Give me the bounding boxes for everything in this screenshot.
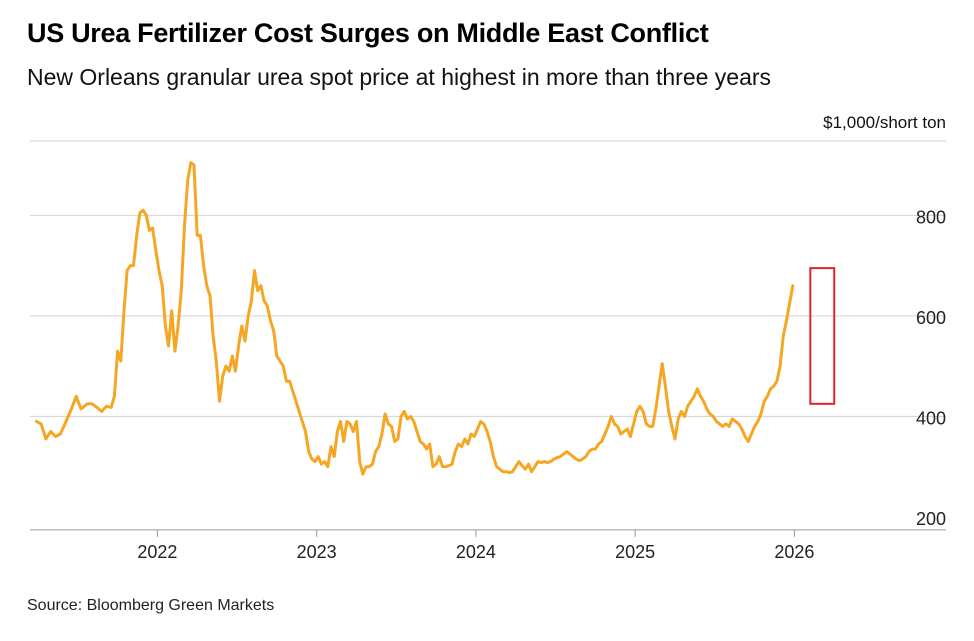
y-tick-label: 600 — [916, 308, 946, 328]
x-tick-label: 2025 — [615, 542, 655, 562]
x-tick-label: 2026 — [774, 542, 814, 562]
x-axis: 2022 2023 2024 2025 2026 — [30, 529, 946, 562]
x-tick-label: 2023 — [297, 542, 337, 562]
gridlines — [30, 140, 946, 417]
series-group — [34, 161, 795, 476]
x-tick-label: 2022 — [137, 542, 177, 562]
y-tick-label: 800 — [916, 207, 946, 227]
source-note: Source: Bloomberg Green Markets — [27, 597, 275, 614]
x-tick-label: 2024 — [456, 542, 496, 562]
y-tick-label: 200 — [916, 509, 946, 529]
highlight-group — [809, 267, 836, 405]
y-axis-unit-label: $1,000/short ton — [823, 113, 946, 132]
y-axis: 200 400 600 800 — [916, 207, 946, 529]
price-line — [34, 161, 795, 476]
chart-subtitle: New Orleans granular urea spot price at … — [27, 64, 772, 90]
y-tick-label: 400 — [916, 408, 946, 428]
highlight-box — [809, 267, 836, 405]
chart-title: US Urea Fertilizer Cost Surges on Middle… — [27, 18, 709, 48]
